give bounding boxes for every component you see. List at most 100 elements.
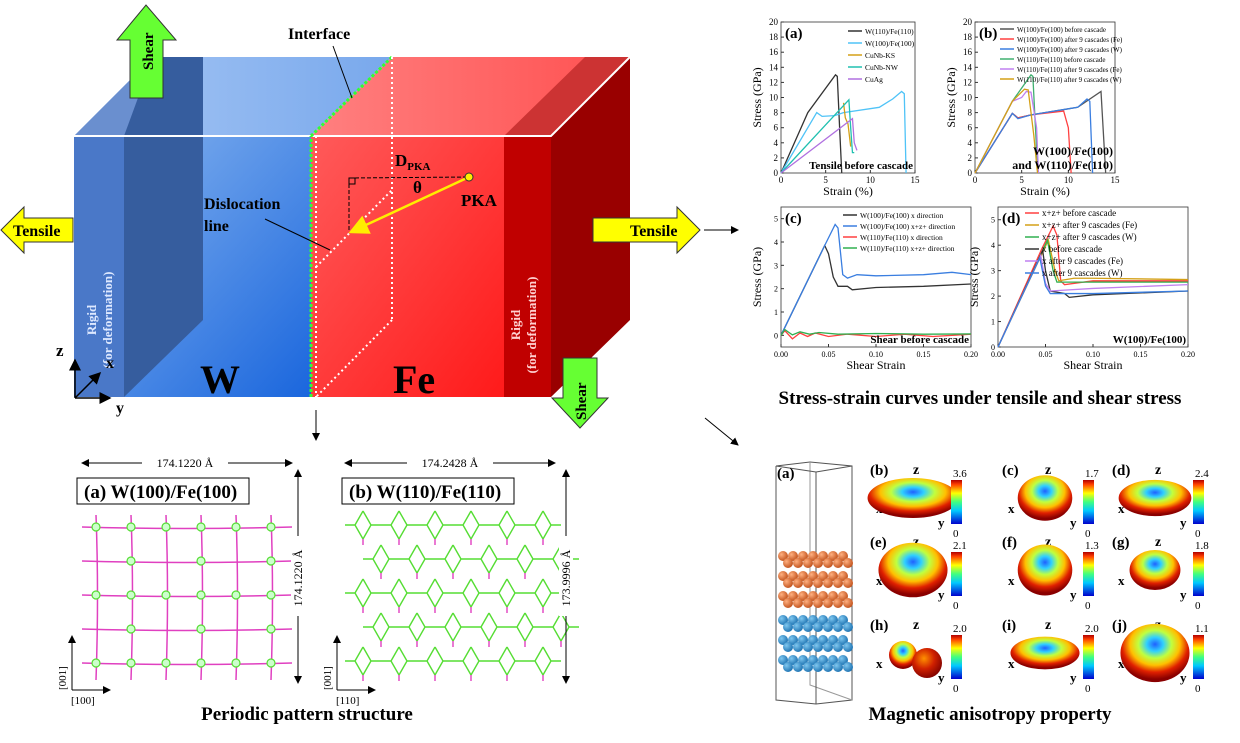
pattern-line — [380, 544, 399, 574]
w-atom — [833, 642, 843, 652]
panel-text: (h) — [870, 618, 888, 634]
chart-a: 0 5 10 15 0 2 4 6 8 10 12 14 16 18 20 Strain (%) Stress … — [750, 17, 920, 198]
legend-entry: x after 9 cascades (Fe) — [1042, 256, 1123, 266]
fe-atom — [788, 571, 798, 581]
panel-text: 1.8 — [1195, 540, 1209, 552]
panel-text: 0 — [1195, 683, 1201, 695]
pattern-line — [452, 544, 471, 574]
panel-text: (g) — [1112, 535, 1130, 551]
fe-label: Fe — [393, 357, 435, 402]
fe-atom — [813, 558, 823, 568]
w-label: W — [200, 357, 240, 402]
fe-atom — [828, 551, 838, 561]
anisotropy-surface — [912, 648, 942, 678]
fe-atom — [843, 578, 853, 588]
legend-entry: W(100)/Fe(100) before cascade — [1017, 26, 1106, 34]
legend-entry: W(100)/Fe(100) after 9 cascades (Fe) — [1017, 36, 1123, 44]
panel-text: (c) — [1002, 463, 1019, 479]
chart-annotation: Tensile before cascade — [809, 160, 913, 172]
svg-text:[110]: [110] — [336, 695, 359, 707]
interface-node — [231, 658, 241, 668]
stress-caption: Stress-strain curves under tensile and s… — [779, 388, 1182, 409]
dislocation-plane — [315, 57, 393, 398]
panel-text: x — [1118, 573, 1125, 588]
interface-node — [266, 658, 276, 668]
pattern-line — [417, 646, 436, 676]
colorbar — [1193, 635, 1204, 679]
y-tick-label: 0 — [774, 331, 778, 340]
interface-node — [266, 590, 276, 600]
panel-text: 0 — [1085, 528, 1091, 540]
pattern-line — [345, 510, 364, 540]
w-atom — [778, 615, 788, 625]
pattern-line — [380, 612, 399, 642]
x-tick-label: 5 — [1019, 175, 1024, 185]
pattern-line — [489, 510, 508, 540]
pattern-panel-b — [345, 510, 579, 681]
pattern-line — [435, 612, 454, 642]
y-tick-label: 0 — [774, 168, 779, 178]
chart-c: 0.00 0.05 0.10 0.15 0.20 0 1 2 3 4 5 Shear Strain St… — [750, 206, 978, 372]
pattern-line — [363, 544, 382, 574]
series-line — [780, 90, 907, 174]
panel-text: 0 — [1085, 683, 1091, 695]
colorbar — [1083, 480, 1094, 524]
svg-text:Shear: Shear — [574, 382, 590, 420]
series-line — [780, 223, 972, 336]
panel-text: x — [1008, 573, 1015, 588]
interface-node — [196, 624, 206, 634]
y-tick-label: 10 — [769, 93, 779, 103]
w-atom — [838, 615, 848, 625]
panel-text: z — [913, 535, 919, 550]
fe-atom — [818, 571, 828, 581]
legend-entry: x+z+ after 9 cascades (W) — [1042, 232, 1137, 242]
fe-atom — [813, 578, 823, 588]
pattern-line — [525, 578, 544, 608]
anisotropy-surface — [878, 542, 948, 598]
panel-text: 2.1 — [953, 540, 967, 552]
fe-atom — [828, 591, 838, 601]
pattern-line — [543, 612, 562, 642]
panel-text: (i) — [1002, 618, 1016, 634]
panel-text: y — [938, 587, 945, 602]
panel-label: (b) — [979, 26, 997, 42]
fe-atom — [838, 591, 848, 601]
panel-text: 2.4 — [1195, 468, 1209, 480]
svg-text:y: y — [116, 400, 124, 417]
svg-text:Tensile: Tensile — [630, 223, 677, 240]
panel-text: 0 — [1195, 600, 1201, 612]
panel-text: (j) — [1112, 618, 1127, 634]
y-tick-label: 0 — [968, 168, 973, 178]
anisotropy-surface — [1010, 636, 1080, 670]
w-atom — [828, 655, 838, 665]
panel-text: y — [1180, 670, 1187, 685]
panel-text: y — [938, 670, 945, 685]
w-atom — [813, 662, 823, 672]
shear-arrow-down: Shear — [550, 357, 610, 429]
y-tick-label: 2 — [968, 153, 973, 163]
interface-node — [196, 556, 206, 566]
panel-text: x — [1008, 656, 1015, 671]
svg-text:173.9996 Å: 173.9996 Å — [559, 549, 573, 606]
w-atom — [813, 622, 823, 632]
svg-text:DPKA: DPKA — [395, 151, 431, 173]
arrow-to-magnetic — [704, 417, 739, 446]
y-tick-label: 3 — [774, 261, 778, 270]
w-atom — [833, 662, 843, 672]
y-axis-label: Stress (GPa) — [944, 67, 958, 127]
x-tick-label: 0.00 — [991, 350, 1005, 359]
y-tick-label: 5 — [991, 216, 995, 225]
colorbar — [1193, 480, 1204, 524]
y-axis-label: Stress (GPa) — [967, 247, 981, 307]
fe-atom — [818, 551, 828, 561]
y-axis-label: Stress (GPa) — [750, 247, 764, 307]
panel-text: x — [1118, 501, 1125, 516]
magnetic-anisotropy: (a) (b) z x y 3.6 0 (c) z x y 1.7 0 (d) z x y 2.4 0 (e) z x y… — [775, 461, 1209, 725]
interface-node — [231, 590, 241, 600]
panel-label: (d) — [1002, 211, 1020, 227]
fe-atom — [823, 598, 833, 608]
interface-node — [126, 522, 136, 532]
w-atom — [843, 642, 853, 652]
panel-text: x — [1008, 501, 1015, 516]
chart-annotation: W(100)/Fe(100) — [1033, 144, 1113, 158]
